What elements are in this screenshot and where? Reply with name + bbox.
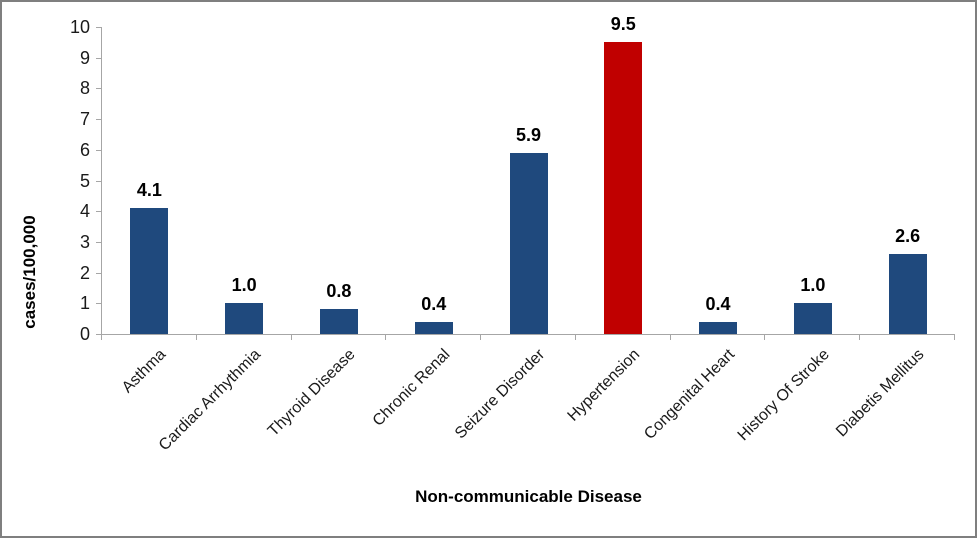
y-axis-tick (96, 211, 102, 213)
bar-value-label: 5.9 (515, 124, 542, 145)
x-axis-category-label: Chronic Renal (370, 346, 454, 430)
x-axis-tick (859, 334, 861, 340)
y-axis-tick (96, 180, 102, 182)
y-axis-tick (96, 334, 102, 335)
y-axis-tick-label: 9 (79, 47, 90, 68)
x-axis-category-label: Diabetis Mellitus (833, 346, 928, 441)
y-axis-title: cases/100,000 (20, 215, 39, 329)
y-axis-tick (96, 149, 102, 151)
y-axis-tick-label: 5 (79, 170, 90, 191)
x-axis-tick (385, 334, 387, 340)
x-axis-tick (574, 334, 576, 340)
y-axis-tick (96, 119, 102, 121)
y-axis-tick (96, 303, 102, 305)
y-axis-tick-label: 6 (79, 139, 90, 160)
y-axis-tick (96, 272, 102, 274)
y-axis-tick-label: 1 (79, 293, 90, 314)
y-axis-tick (96, 88, 102, 90)
bar-value-label: 0.8 (326, 281, 352, 302)
bar-value-label: 4.1 (136, 180, 162, 201)
y-axis-tick-label: 7 (79, 109, 90, 130)
y-axis-tick (96, 57, 102, 59)
x-axis-tick (669, 334, 671, 340)
x-axis-line (101, 334, 955, 335)
bar-asthma (130, 208, 169, 334)
bar-value-label: 9.5 (610, 14, 636, 35)
y-axis-tick-label: 8 (79, 78, 90, 99)
x-axis-category-label: Asthma (119, 346, 170, 397)
bar-history-of-stroke (793, 303, 832, 334)
y-axis-tick (96, 241, 102, 243)
y-axis-tick (96, 27, 102, 28)
bar-value-label: 0.4 (705, 293, 731, 314)
x-axis-category-label: Thyroid Disease (265, 346, 359, 440)
y-axis-tick-label: 0 (79, 324, 90, 344)
y-axis-tick-label: 10 (69, 17, 90, 37)
x-axis-tick (954, 334, 955, 340)
bar-value-label: 0.4 (421, 293, 447, 314)
bar-congenital-heart (699, 321, 738, 334)
bar-thyroid-disease (319, 309, 358, 334)
bar-cardiac-arrhythmia (225, 303, 264, 334)
x-axis-title: Non-communicable Disease (415, 487, 642, 506)
bar-value-label: 1.0 (231, 275, 257, 296)
x-axis-tick (480, 334, 482, 340)
x-axis-tick (290, 334, 292, 340)
bar-value-label: 1.0 (800, 275, 826, 296)
x-axis-tick (195, 334, 197, 340)
y-axis-tick-label: 2 (79, 262, 90, 283)
x-axis-category-label: History Of Stroke (734, 346, 833, 445)
bar-seizure-disorder (509, 152, 548, 334)
x-axis-category-label: Hypertension (564, 346, 644, 425)
y-axis-tick-label: 3 (79, 231, 90, 252)
x-axis-category-label: Seizure Disorder (452, 346, 549, 443)
bar-value-label: 2.6 (895, 226, 921, 247)
bar-hypertension (604, 42, 643, 334)
y-axis-tick-label: 4 (79, 201, 90, 222)
x-axis-category-label: Congenital Heart (641, 346, 739, 443)
x-axis-tick (764, 334, 766, 340)
x-axis-category-label: Cardiac Arrhythmia (155, 346, 265, 455)
bar-chronic-renal (414, 321, 453, 334)
bar-diabetis-mellitus (888, 254, 927, 334)
x-axis-tick (101, 334, 102, 340)
